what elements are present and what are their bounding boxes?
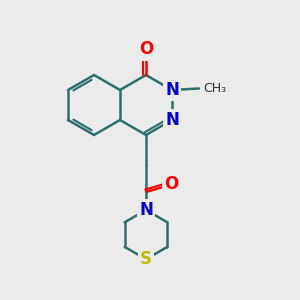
Text: O: O xyxy=(164,176,178,194)
Text: N: N xyxy=(165,111,179,129)
Text: N: N xyxy=(139,201,153,219)
Text: CH₃: CH₃ xyxy=(203,82,226,95)
Text: S: S xyxy=(140,250,152,268)
Text: N: N xyxy=(165,81,179,99)
Text: O: O xyxy=(139,40,153,58)
